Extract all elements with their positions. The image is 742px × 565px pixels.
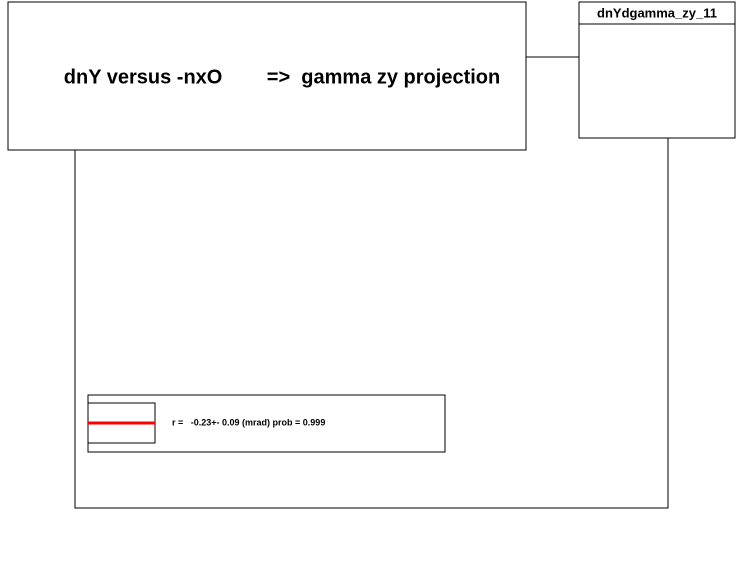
stats-title: dnYdgamma_zy_11 <box>597 5 717 20</box>
legend-text: r = -0.23+- 0.09 (mrad) prob = 0.999 <box>172 417 325 427</box>
title-box <box>7 1 527 151</box>
stats-box <box>578 1 736 139</box>
chart-title: dnY versus -nxO => gamma zy projection <box>64 66 500 88</box>
